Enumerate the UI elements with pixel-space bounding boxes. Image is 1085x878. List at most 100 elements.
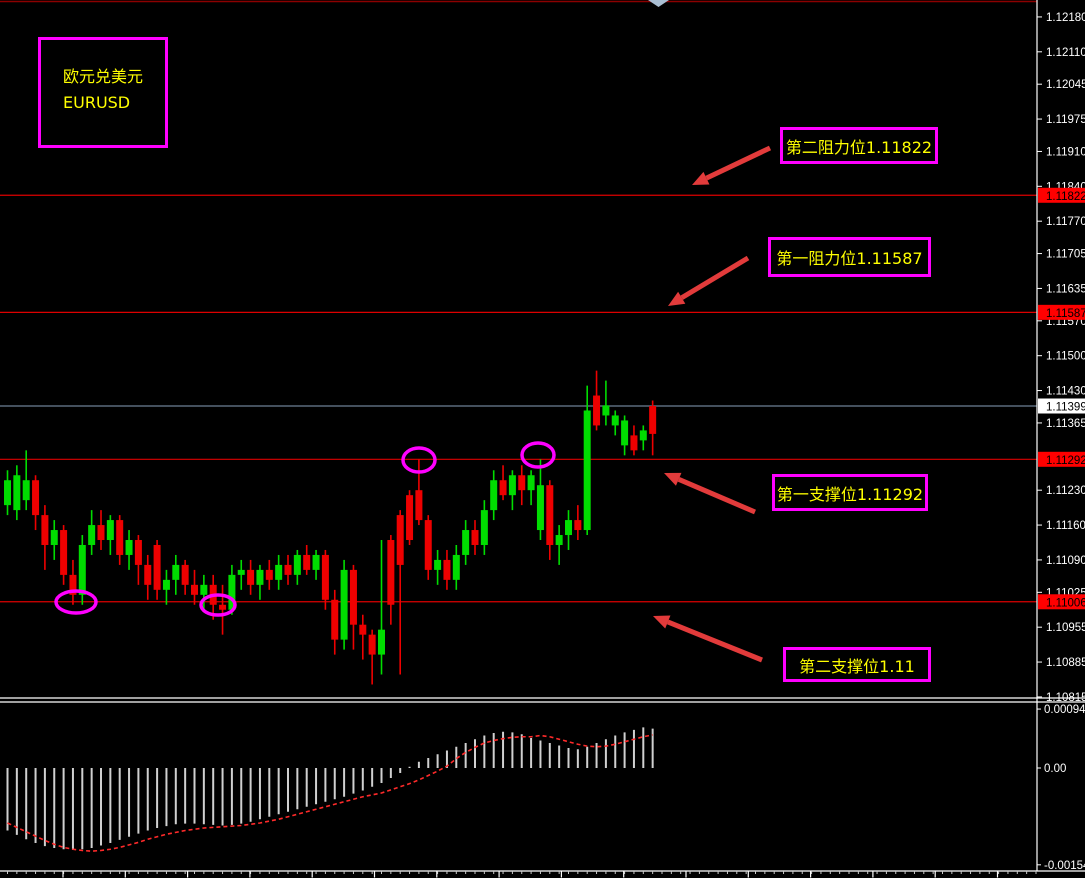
candle-body bbox=[247, 569, 255, 585]
time-axis[interactable] bbox=[0, 870, 1085, 878]
price-tick-label: 1.11160 bbox=[1046, 520, 1085, 532]
candle-body bbox=[32, 480, 40, 516]
arrow-annotations-layer[interactable] bbox=[653, 145, 772, 663]
candle-body bbox=[162, 579, 170, 590]
price-tick-label: 1.10955 bbox=[1046, 622, 1085, 634]
candle-body bbox=[293, 554, 301, 575]
level-price-badge-text: 1.11292 bbox=[1046, 455, 1085, 467]
candle-body bbox=[415, 490, 423, 521]
level-price-badge bbox=[1038, 451, 1085, 467]
resistance2-label: 第二阻力位1.11822 bbox=[785, 137, 933, 157]
candle-body bbox=[116, 520, 124, 555]
price-tick-label: 1.11365 bbox=[1046, 418, 1085, 430]
support1-label-box[interactable]: 第一支撑位1.11292 bbox=[772, 474, 928, 511]
candle-body bbox=[480, 510, 488, 545]
level-lines-layer[interactable] bbox=[0, 194, 1037, 603]
annotation-arrow-shaft[interactable] bbox=[705, 145, 772, 181]
candle-body bbox=[434, 559, 442, 570]
level-price-badge bbox=[1038, 304, 1085, 320]
candle-body bbox=[406, 495, 414, 541]
candle-body bbox=[237, 569, 245, 575]
level-price-badge-text: 1.11822 bbox=[1046, 191, 1085, 203]
price-tick-label: 1.10885 bbox=[1046, 657, 1085, 669]
current-price-badge-text: 1.11399 bbox=[1046, 402, 1085, 414]
candle-body bbox=[508, 475, 516, 496]
price-tick-label: 1.12180 bbox=[1046, 12, 1085, 24]
candle-body bbox=[191, 584, 198, 595]
ellipse-annotations-layer[interactable] bbox=[54, 441, 556, 617]
highlight-ellipse[interactable] bbox=[54, 589, 98, 615]
candle-body bbox=[219, 604, 227, 610]
scroll-marker-layer[interactable] bbox=[648, 0, 669, 7]
price-axis: 1.12180 1.12110 1.12045 1.11975 1.11910 1.118… bbox=[1037, 12, 1085, 872]
candle-body bbox=[181, 564, 189, 585]
support1-label: 第一支撑位1.11292 bbox=[776, 484, 924, 504]
candle-body bbox=[471, 530, 479, 545]
candle-body bbox=[649, 406, 657, 434]
symbol-ticker: EURUSD bbox=[63, 93, 131, 112]
candle-body bbox=[378, 629, 385, 655]
macd-signal-line bbox=[7, 734, 653, 852]
price-tick-label: 1.11975 bbox=[1046, 114, 1085, 126]
annotation-arrow-shaft[interactable] bbox=[680, 255, 750, 300]
candle-body bbox=[256, 569, 264, 585]
candle-body bbox=[22, 480, 30, 501]
candle-body bbox=[593, 395, 601, 426]
candle-body bbox=[78, 544, 86, 595]
indicator-tick-label: 0.00 bbox=[1044, 763, 1066, 775]
highlight-ellipse[interactable] bbox=[401, 446, 437, 474]
candle-body bbox=[396, 515, 404, 565]
candle-body bbox=[602, 405, 610, 416]
price-tick-label: 1.11090 bbox=[1046, 555, 1085, 567]
level-price-badge-text: 1.11006 bbox=[1046, 597, 1085, 609]
candle-body bbox=[134, 540, 142, 565]
scroll-to-end-triangle[interactable] bbox=[648, 0, 669, 7]
candle-body bbox=[153, 544, 161, 590]
highlight-ellipse[interactable] bbox=[520, 441, 556, 469]
candle-body bbox=[4, 480, 11, 506]
price-tick-label: 1.11910 bbox=[1046, 146, 1085, 158]
annotation-arrow-head[interactable] bbox=[653, 615, 671, 629]
candle-body bbox=[41, 515, 49, 545]
candle-body bbox=[565, 520, 572, 536]
annotation-arrow-head[interactable] bbox=[692, 171, 710, 185]
candle-body bbox=[621, 420, 629, 446]
annotation-arrow-head[interactable] bbox=[664, 472, 682, 486]
annotation-arrow-shaft[interactable] bbox=[677, 477, 756, 515]
indicator-tick-label: 0.000943 bbox=[1044, 704, 1085, 716]
candle-body bbox=[499, 480, 507, 496]
resistance1-label-box[interactable]: 第一阻力位1.11587 bbox=[768, 237, 931, 277]
price-tick-label: 1.11705 bbox=[1046, 249, 1085, 261]
resistance1-label: 第一阻力位1.11587 bbox=[776, 249, 923, 268]
candle-body bbox=[13, 475, 21, 511]
candle-body bbox=[359, 624, 367, 635]
candle-body bbox=[50, 530, 58, 545]
candle-body bbox=[69, 574, 77, 595]
annotation-arrow-head[interactable] bbox=[668, 291, 686, 306]
price-tick-label: 1.12110 bbox=[1046, 47, 1085, 59]
annotation-arrow-shaft[interactable] bbox=[666, 619, 763, 663]
candle-body bbox=[144, 564, 152, 585]
price-tick-label: 1.11635 bbox=[1046, 283, 1085, 295]
highlight-ellipse[interactable] bbox=[199, 593, 237, 617]
candle-body bbox=[88, 525, 96, 545]
candle-body bbox=[321, 554, 329, 600]
indicator-layer bbox=[6, 727, 654, 852]
support2-label-box[interactable]: 第二支撑位1.11 bbox=[783, 647, 931, 682]
resistance2-label-box[interactable]: 第二阻力位1.11822 bbox=[780, 127, 938, 164]
candle-body bbox=[574, 520, 582, 531]
candle-body bbox=[265, 569, 273, 580]
support2-label: 第二支撑位1.11 bbox=[799, 656, 915, 676]
candle-body bbox=[555, 535, 563, 545]
symbol-label-box[interactable]: 欧元兑美元 EURUSD bbox=[38, 37, 168, 148]
candle-body bbox=[518, 475, 526, 491]
candles-layer bbox=[4, 370, 657, 685]
price-tick-label: 1.11430 bbox=[1046, 386, 1085, 398]
candle-body bbox=[368, 634, 376, 655]
candle-body bbox=[340, 569, 348, 640]
candle-body bbox=[125, 540, 133, 555]
candle-body bbox=[462, 530, 470, 555]
